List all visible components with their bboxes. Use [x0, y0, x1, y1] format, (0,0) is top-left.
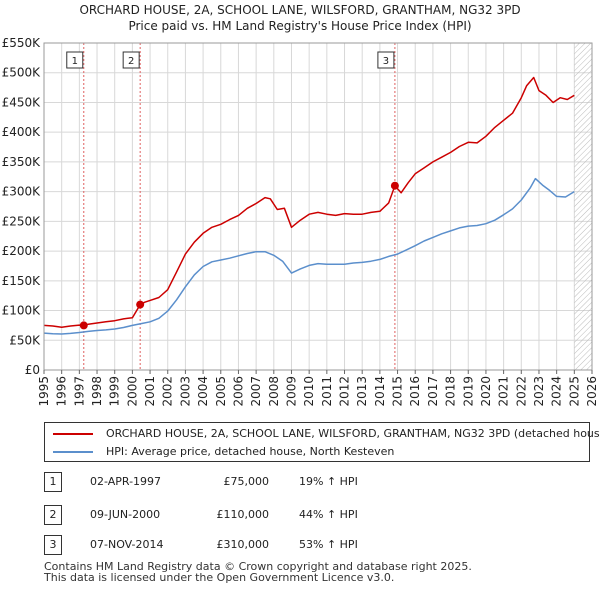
y-tick-label: £150K	[2, 274, 42, 288]
transaction-hpi: 44% ↑ HPI	[299, 508, 358, 521]
transaction-row: 1 02-APR-1997 £75,000 19% ↑ HPI	[44, 472, 584, 492]
x-tick-label: 1995	[37, 376, 51, 407]
transaction-hpi: 19% ↑ HPI	[299, 475, 358, 488]
x-tick-label: 2012	[338, 376, 352, 407]
x-tick-label: 2025	[567, 376, 581, 407]
transaction-badge: 3	[44, 535, 62, 555]
x-tick-label: 2002	[161, 376, 175, 407]
y-tick-label: £550K	[2, 36, 42, 50]
marker-badge	[66, 51, 84, 69]
y-tick-label: £100K	[2, 304, 42, 318]
y-tick-label: £300K	[2, 185, 42, 199]
chart-title-line2: Price paid vs. HM Land Registry's House …	[128, 19, 472, 33]
x-tick-label: 2026	[585, 376, 599, 407]
x-tick-label: 1998	[90, 376, 104, 407]
x-tick-label: 2001	[143, 376, 157, 407]
x-tick-label: 2016	[408, 376, 422, 407]
x-tick-label: 2014	[373, 376, 387, 407]
x-tick-label: 2013	[355, 376, 369, 407]
price-chart: 1 2 3 £0 £50K £100K £150K £200K £250K £300K £350K…	[2, 36, 599, 407]
x-tick-label: 2004	[196, 376, 210, 407]
legend-label-property: ORCHARD HOUSE, 2A, SCHOOL LANE, WILSFORD…	[106, 427, 600, 440]
x-tick-label: 2009	[284, 376, 298, 407]
legend: ORCHARD HOUSE, 2A, SCHOOL LANE, WILSFORD…	[44, 422, 600, 462]
y-tick-label: £200K	[2, 244, 42, 258]
x-tick-label: 2010	[302, 376, 316, 407]
sale-point	[136, 300, 145, 309]
sale-point	[390, 181, 399, 190]
transaction-badge: 1	[44, 472, 62, 492]
marker-badge-label: 3	[383, 56, 389, 67]
x-tick-label: 2015	[391, 376, 405, 407]
transaction-price: £75,000	[223, 475, 270, 488]
transaction-date: 02-APR-1997	[90, 475, 162, 488]
x-tick-label: 2021	[497, 376, 511, 407]
y-tick-label: £0	[25, 363, 40, 377]
transaction-date: 09-JUN-2000	[90, 508, 161, 521]
marker-badge	[122, 51, 140, 69]
plot-area	[43, 42, 593, 371]
x-tick-label: 2008	[267, 376, 281, 407]
legend-swatch-property	[53, 433, 93, 435]
transaction-badge: 2	[44, 505, 62, 525]
footer-copyright: Contains HM Land Registry data © Crown c…	[44, 560, 472, 573]
x-tick-label: 2024	[550, 376, 564, 407]
y-tick-label: £400K	[2, 125, 42, 139]
legend-swatch-hpi	[53, 451, 93, 453]
x-tick-label: 2020	[479, 376, 493, 407]
x-tick-label: 2007	[249, 376, 263, 407]
x-tick-label: 2006	[231, 376, 245, 407]
marker-badge	[377, 51, 395, 69]
x-tick-label: 2000	[125, 376, 139, 407]
x-tick-label: 2011	[320, 376, 334, 407]
y-tick-label: £500K	[2, 66, 42, 80]
y-tick-label: £450K	[2, 95, 42, 109]
chart-title-line1: ORCHARD HOUSE, 2A, SCHOOL LANE, WILSFORD…	[79, 3, 521, 17]
x-tick-label: 1996	[55, 376, 69, 407]
transaction-hpi: 53% ↑ HPI	[299, 538, 358, 551]
transaction-price: £110,000	[216, 508, 270, 521]
series-line-hpi	[43, 177, 575, 335]
marker-badge-label: 1	[72, 56, 78, 67]
x-tick-label: 2003	[178, 376, 192, 407]
x-tick-label: 2023	[532, 376, 546, 407]
y-tick-label: £250K	[2, 214, 42, 228]
x-tick-label: 1997	[72, 376, 86, 407]
footer-license: This data is licensed under the Open Gov…	[44, 571, 395, 584]
transaction-row: 2 09-JUN-2000 £110,000 44% ↑ HPI	[44, 505, 584, 525]
forecast-hatch	[574, 43, 592, 370]
legend-label-hpi: HPI: Average price, detached house, Nort…	[106, 445, 395, 458]
transaction-price: £310,000	[216, 538, 270, 551]
x-tick-label: 2019	[461, 376, 475, 407]
series-line-property	[43, 76, 575, 328]
y-tick-label: £50K	[9, 333, 41, 347]
y-tick-label: £350K	[2, 155, 42, 169]
x-tick-label: 2017	[426, 376, 440, 407]
x-tick-label: 2005	[214, 376, 228, 407]
transaction-date: 07-NOV-2014	[90, 538, 164, 551]
sale-point	[79, 321, 88, 330]
x-tick-label: 2018	[444, 376, 458, 407]
x-tick-label: 1999	[108, 376, 122, 407]
transaction-row: 3 07-NOV-2014 £310,000 53% ↑ HPI	[44, 535, 584, 555]
x-tick-label: 2022	[514, 376, 528, 407]
marker-badge-label: 2	[128, 56, 134, 67]
